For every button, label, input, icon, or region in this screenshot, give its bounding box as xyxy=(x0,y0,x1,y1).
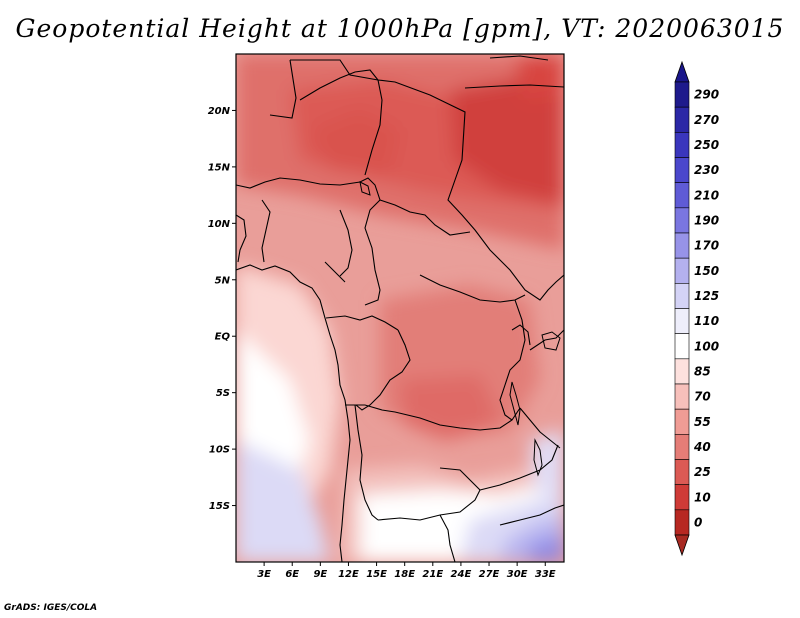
lat-tick-label: 10N xyxy=(208,219,231,230)
colorbar-segment xyxy=(674,157,690,183)
colorbar-label: 190 xyxy=(694,213,719,227)
height-field xyxy=(236,54,564,562)
lat-tick-label: 5N xyxy=(215,275,231,286)
colorbar-label: 110 xyxy=(694,314,719,328)
colorbar-top-arrow xyxy=(674,60,690,83)
colorbar-label: 100 xyxy=(694,339,719,353)
lat-tick-label: 15S xyxy=(209,501,230,512)
colorbar-segment xyxy=(674,484,690,511)
lon-tick-label: 9E xyxy=(313,569,327,580)
grads-credit: GrADS: IGES/COLA xyxy=(4,603,98,613)
colorbar-segment xyxy=(674,81,690,108)
colorbar-segment xyxy=(674,459,690,485)
lon-tick-label: 30E xyxy=(507,569,528,580)
map-title: Geopotential Height at 1000hPa [gpm], VT… xyxy=(15,14,785,43)
colorbar: 2902702502302101901701501251101008570554… xyxy=(674,60,719,557)
lon-tick-label: 15E xyxy=(366,569,387,580)
colorbar-label: 125 xyxy=(694,289,719,303)
colorbar-segment xyxy=(674,408,690,435)
colorbar-label: 170 xyxy=(694,239,719,253)
lat-tick-label: 20N xyxy=(208,106,231,117)
colorbar-segment xyxy=(674,434,690,460)
colorbar-segment xyxy=(674,257,690,284)
colorbar-label: 210 xyxy=(694,188,719,202)
colorbar-segment xyxy=(674,207,690,234)
lon-tick-label: 3E xyxy=(257,569,271,580)
colorbar-label: 150 xyxy=(694,264,719,278)
colorbar-label: 250 xyxy=(694,138,719,152)
colorbar-label: 85 xyxy=(694,364,711,378)
colorbar-segment xyxy=(674,308,690,334)
longitude-axis: 3E 6E 9E 12E 15E 18E 21E 24E 27E 30E 33E xyxy=(257,562,556,580)
lon-tick-label: 33E xyxy=(535,569,556,580)
colorbar-segment xyxy=(674,333,690,360)
colorbar-segment xyxy=(674,358,690,385)
colorbar-segment xyxy=(674,509,690,536)
colorbar-segment xyxy=(674,383,690,410)
lon-tick-label: 12E xyxy=(338,569,359,580)
lon-tick-label: 18E xyxy=(394,569,415,580)
colorbar-bottom-arrow xyxy=(674,534,690,557)
lon-tick-label: 24E xyxy=(451,569,472,580)
colorbar-label: 270 xyxy=(694,113,719,127)
colorbar-label: 25 xyxy=(694,465,711,479)
colorbar-segment xyxy=(674,283,690,309)
colorbar-segment xyxy=(674,182,690,209)
colorbar-segment xyxy=(674,106,690,133)
colorbar-label: 55 xyxy=(694,415,711,429)
colorbar-label: 40 xyxy=(693,440,711,454)
lon-tick-label: 27E xyxy=(479,569,500,580)
colorbar-label: 230 xyxy=(694,163,719,177)
colorbar-label: 10 xyxy=(694,490,711,504)
colorbar-label: 0 xyxy=(694,515,702,529)
lat-tick-label: 5S xyxy=(216,388,230,399)
plot-frame xyxy=(235,53,565,563)
lon-tick-label: 6E xyxy=(285,569,299,580)
lat-tick-label: EQ xyxy=(215,332,231,343)
colorbar-label: 290 xyxy=(694,88,719,102)
lon-tick-label: 21E xyxy=(422,569,443,580)
country-borders xyxy=(236,55,564,562)
lat-tick-label: 15N xyxy=(208,162,231,173)
colorbar-segment xyxy=(674,232,690,259)
colorbar-segment xyxy=(674,132,690,158)
latitude-axis: 20N 15N 10N 5N EQ 5S 10S 15S xyxy=(208,106,236,512)
lake-outlines xyxy=(359,181,561,477)
lat-tick-label: 10S xyxy=(209,445,230,456)
colorbar-label: 70 xyxy=(694,390,711,404)
